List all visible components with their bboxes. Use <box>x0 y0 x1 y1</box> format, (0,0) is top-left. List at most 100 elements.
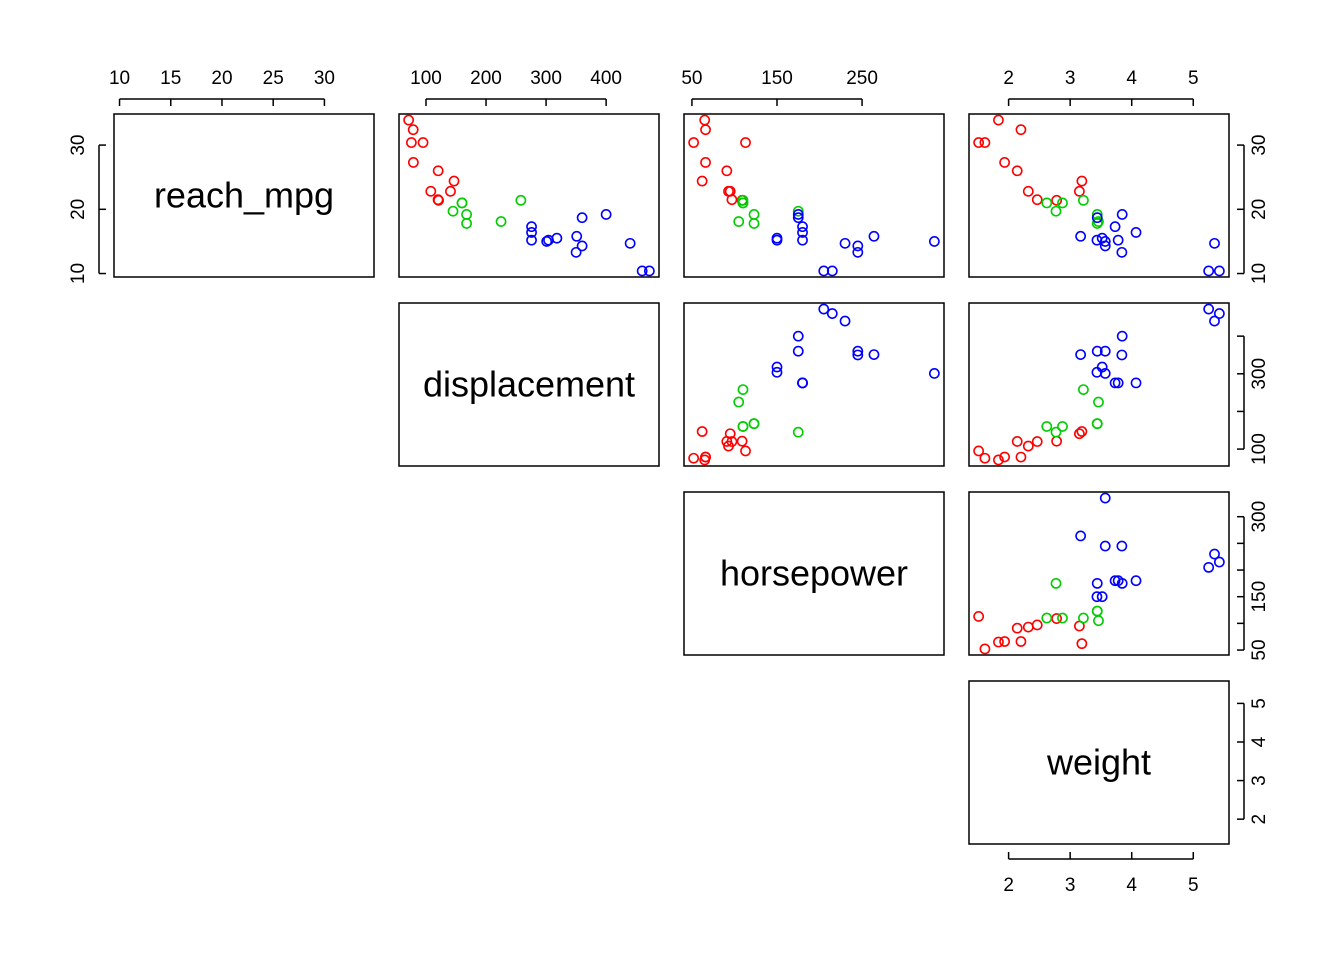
point-reach_mpg-vs-horsepower-group8-9 <box>771 234 783 246</box>
right-tick-label-horsepower-0: 50 <box>1249 639 1270 660</box>
point-displacement-vs-weight-group4-4 <box>979 452 991 464</box>
top-tick-label-displacement-0: 100 <box>410 68 442 89</box>
point-reach_mpg-vs-weight-group6-6 <box>1050 205 1062 217</box>
point-displacement-vs-weight-group6-0 <box>1041 421 1053 432</box>
point-displacement-vs-horsepower-group6-6 <box>792 426 804 438</box>
point-reach_mpg-vs-horsepower-group6-4 <box>748 209 760 220</box>
point-reach_mpg-vs-weight-group8-2 <box>1130 227 1142 238</box>
panel-frame-reach_mpg-reach_mpg <box>113 113 375 278</box>
point-reach_mpg-vs-horsepower-group4-7 <box>700 157 711 168</box>
right-tick-label-horsepower-2: 150 <box>1249 581 1270 613</box>
point-reach_mpg-vs-displacement-group4-9 <box>417 137 429 148</box>
point-reach_mpg-vs-displacement-group6-3 <box>495 216 507 227</box>
point-horsepower-vs-weight-group6-3 <box>1093 615 1104 627</box>
point-reach_mpg-vs-horsepower-group4-9 <box>740 137 751 148</box>
point-displacement-vs-horsepower-group8-1 <box>852 345 864 357</box>
point-displacement-vs-horsepower-group8-7 <box>839 315 851 327</box>
variable-label-weight: weight <box>1046 742 1151 783</box>
panel-frame-horsepower-weight <box>968 491 1230 656</box>
point-reach_mpg-vs-horsepower-group6-2 <box>737 194 749 206</box>
point-reach_mpg-vs-displacement-group8-5 <box>643 265 655 277</box>
point-reach_mpg-vs-weight-group8-11 <box>1116 209 1128 220</box>
point-reach_mpg-vs-displacement-group8-12 <box>571 230 583 242</box>
right-tick-label-displacement-2: 300 <box>1249 358 1270 390</box>
point-displacement-vs-horsepower-group4-9 <box>740 445 751 457</box>
point-displacement-vs-weight-group4-0 <box>1022 440 1034 452</box>
point-reach_mpg-vs-displacement-group6-4 <box>461 209 472 220</box>
right-tick-label-reach_mpg-0: 10 <box>1249 263 1270 284</box>
point-reach_mpg-vs-weight-group4-8 <box>1011 165 1023 177</box>
bottom-tick-label-weight-1: 3 <box>1065 875 1076 896</box>
point-displacement-vs-horsepower-group8-8 <box>771 361 783 373</box>
point-horsepower-vs-weight-group6-2 <box>1078 612 1089 624</box>
point-reach_mpg-vs-horsepower-group8-7 <box>839 237 851 249</box>
point-displacement-vs-weight-group8-4 <box>1112 377 1124 389</box>
point-displacement-vs-weight-group8-7 <box>1209 315 1220 327</box>
point-horsepower-vs-weight-group8-6 <box>1213 556 1225 568</box>
top-tick-label-horsepower-0: 50 <box>681 68 702 89</box>
point-reach_mpg-vs-weight-group4-6 <box>1031 194 1043 206</box>
top-tick-label-weight-3: 5 <box>1188 68 1199 89</box>
top-tick-label-horsepower-2: 250 <box>846 68 878 89</box>
top-tick-label-reach_mpg-2: 20 <box>211 68 232 89</box>
point-reach_mpg-vs-weight-group8-3 <box>1109 221 1121 233</box>
point-reach_mpg-vs-horsepower-group8-6 <box>826 265 838 277</box>
point-reach_mpg-vs-weight-group4-0 <box>1022 185 1034 197</box>
point-displacement-vs-horsepower-group6-1 <box>737 421 749 432</box>
point-reach_mpg-vs-horsepower-group8-4 <box>797 234 808 246</box>
point-displacement-vs-weight-group8-5 <box>1203 303 1215 315</box>
point-reach_mpg-vs-displacement-group6-6 <box>447 205 459 217</box>
point-horsepower-vs-weight-group8-9 <box>1091 591 1103 603</box>
point-horsepower-vs-weight-group6-5 <box>1091 605 1103 617</box>
point-displacement-vs-weight-group6-5 <box>1091 418 1103 430</box>
point-reach_mpg-vs-horsepower-group8-11 <box>792 209 804 220</box>
panel-frame-weight-weight <box>968 680 1230 845</box>
point-reach_mpg-vs-weight-group8-12 <box>1075 230 1087 242</box>
point-reach_mpg-vs-horsepower-group4-1 <box>696 175 708 187</box>
point-displacement-vs-weight-group8-2 <box>1130 377 1142 389</box>
point-reach_mpg-vs-weight-group4-2 <box>1073 185 1085 197</box>
point-horsepower-vs-weight-group4-1 <box>1076 638 1088 650</box>
bottom-tick-label-weight-0: 2 <box>1003 875 1014 896</box>
point-reach_mpg-vs-weight-group8-7 <box>1209 237 1220 249</box>
point-reach_mpg-vs-weight-group8-5 <box>1203 265 1215 277</box>
point-reach_mpg-vs-displacement-group4-5 <box>403 114 415 126</box>
point-displacement-vs-weight-group4-8 <box>1011 436 1023 447</box>
point-reach_mpg-vs-displacement-group8-0 <box>576 212 588 224</box>
point-reach_mpg-vs-weight-group6-1 <box>1057 197 1068 209</box>
point-displacement-vs-horsepower-group4-8 <box>721 436 733 447</box>
variable-label-reach_mpg: reach_mpg <box>154 175 334 216</box>
point-reach_mpg-vs-horsepower-group8-12 <box>868 230 880 242</box>
point-horsepower-vs-weight-group8-3 <box>1109 575 1121 587</box>
point-reach_mpg-vs-displacement-group4-8 <box>432 165 444 177</box>
point-reach_mpg-vs-displacement-group4-1 <box>448 175 460 187</box>
point-reach_mpg-vs-weight-group4-7 <box>999 157 1011 168</box>
point-reach_mpg-vs-weight-group8-6 <box>1213 265 1225 277</box>
point-displacement-vs-horsepower-group8-10 <box>852 349 864 361</box>
point-reach_mpg-vs-horsepower-group6-5 <box>748 218 760 229</box>
point-reach_mpg-vs-weight-group4-9 <box>973 137 985 148</box>
panel-frame-displacement-displacement <box>398 302 660 467</box>
point-displacement-vs-weight-group8-6 <box>1213 308 1225 319</box>
point-displacement-vs-horsepower-group8-9 <box>771 366 783 378</box>
point-displacement-vs-weight-group8-12 <box>1075 349 1087 360</box>
point-displacement-vs-horsepower-group4-7 <box>700 451 711 463</box>
panel-frame-reach_mpg-weight <box>968 113 1230 278</box>
point-displacement-vs-weight-group4-6 <box>1031 436 1043 447</box>
point-displacement-vs-weight-group6-2 <box>1078 384 1089 395</box>
panel-frame-displacement-weight <box>968 302 1230 467</box>
point-horsepower-vs-weight-group4-3 <box>1015 636 1027 647</box>
point-displacement-vs-horsepower-group6-2 <box>737 384 749 395</box>
point-displacement-vs-weight-group4-5 <box>993 454 1004 466</box>
point-reach_mpg-vs-horsepower-group4-8 <box>721 165 733 177</box>
point-displacement-vs-weight-group8-3 <box>1109 377 1121 389</box>
right-tick-label-weight-0: 2 <box>1249 814 1270 825</box>
point-displacement-vs-weight-group6-6 <box>1050 426 1062 438</box>
point-displacement-vs-weight-group4-1 <box>1076 426 1088 437</box>
point-displacement-vs-horsepower-group6-3 <box>733 396 745 408</box>
point-reach_mpg-vs-displacement-group6-1 <box>456 197 468 209</box>
point-horsepower-vs-weight-group8-10 <box>1116 540 1128 552</box>
point-horsepower-vs-weight-group4-5 <box>993 636 1004 648</box>
point-reach_mpg-vs-horsepower-group8-1 <box>852 240 864 252</box>
point-reach_mpg-vs-weight-group6-2 <box>1078 194 1089 206</box>
